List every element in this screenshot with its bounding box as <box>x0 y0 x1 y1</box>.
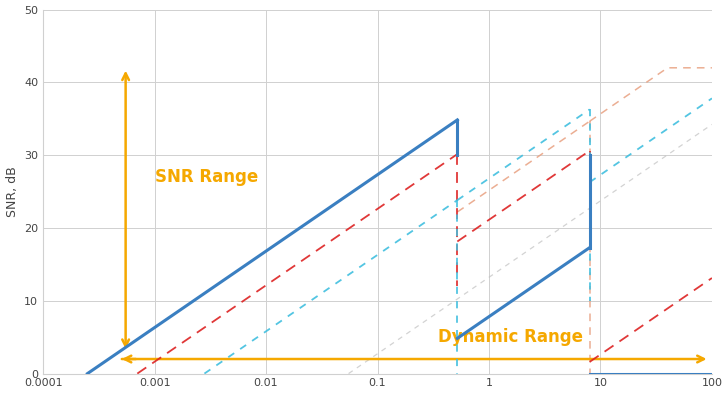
Text: SNR Range: SNR Range <box>154 168 258 186</box>
Y-axis label: SNR, dB: SNR, dB <box>6 166 18 217</box>
Text: Dynamic Range: Dynamic Range <box>438 328 583 346</box>
